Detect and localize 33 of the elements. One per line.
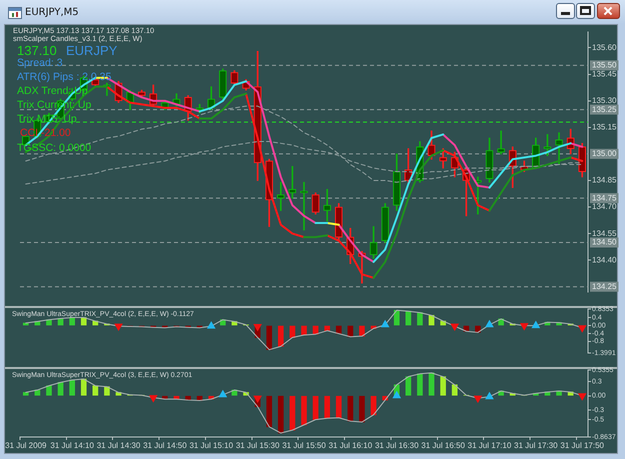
ref-line-label: 135.50: [592, 60, 618, 70]
y-tick-label: 134.55: [592, 228, 618, 238]
ref-line-label: 134.25: [592, 282, 618, 291]
ref-line-label: 134.50: [592, 238, 618, 247]
y-tick-label: 134.40: [592, 255, 618, 264]
y-tick-label: 135.30: [592, 96, 618, 106]
x-tick-label: 31 Jul 17:10: [468, 441, 512, 450]
annotation: EURJPY: [66, 43, 118, 58]
y-tick-label: 134.70: [592, 202, 618, 212]
x-tick-label: 31 Jul 17:30: [514, 441, 558, 450]
x-tick-label: 31 Jul 17:50: [560, 441, 605, 450]
chart-title: EURJPY,M5: [25, 7, 79, 18]
x-tick-label: 31 Jul 16:10: [328, 441, 373, 450]
ref-line-label: 135.25: [592, 104, 618, 114]
x-tick-label: 31 Jul 15:10: [189, 441, 234, 450]
ref-line-label: 134.75: [592, 193, 618, 202]
y-tick-label: 135.15: [592, 122, 618, 132]
annotation: Spread: 3: [17, 57, 63, 69]
x-tick-label: 31 Jul 16:50: [421, 441, 466, 450]
y-tick-label: 135.60: [592, 42, 618, 52]
annotation: 137.10: [17, 43, 57, 58]
x-tick-label: 31 Jul 16:30: [374, 441, 420, 450]
x-tick-label: 31 Jul 14:10: [50, 441, 95, 450]
x-tick-label: 31 Jul 15:50: [282, 441, 326, 450]
x-tick-label: 31 Jul 2009: [5, 441, 48, 450]
x-tick-label: 31 Jul 15:30: [236, 441, 280, 450]
x-tick-label: 31 Jul 14:50: [143, 441, 188, 450]
ref-line-label: 135.00: [592, 149, 618, 158]
annotation: CCI -21.00: [20, 127, 71, 139]
y-tick-label: 135.45: [592, 69, 618, 78]
x-tick-label: 31 Jul 14:30: [96, 441, 141, 450]
annotation: TGSSC: 0.0000: [17, 142, 92, 154]
y-tick-label: 134.85: [592, 176, 618, 185]
